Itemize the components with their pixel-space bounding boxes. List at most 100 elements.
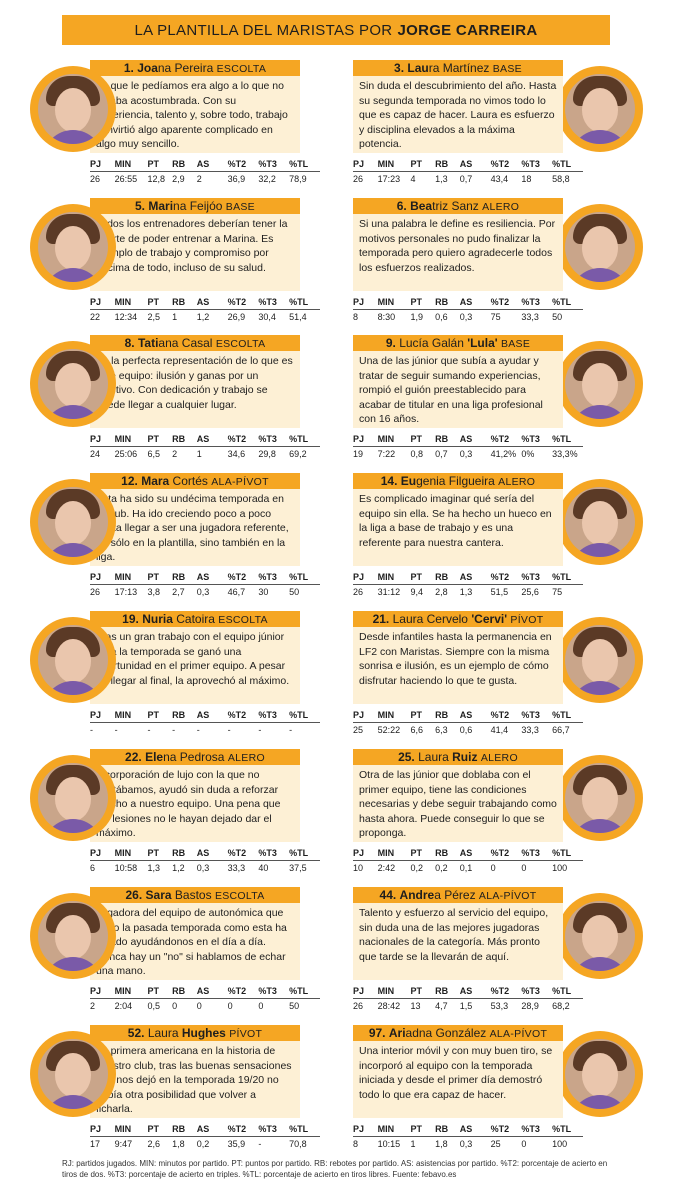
stat-header: AS: [459, 983, 491, 999]
player-photo: [30, 479, 116, 565]
stat-value: 28:42: [377, 1001, 401, 1011]
stat-header: PJ: [353, 983, 378, 999]
stat-value: 0,3: [459, 312, 473, 322]
player-name-rest: Laura: [418, 750, 453, 764]
player-description: Jugadora del equipo de autonómica que ta…: [90, 903, 300, 980]
player-card: 52. Laura Hughes PÍVOT La primera america…: [30, 1025, 320, 1153]
stat-header: AS: [196, 845, 228, 861]
stat-value: 6: [90, 863, 96, 873]
stat-value: 2:04: [114, 1001, 133, 1011]
player-photo: [557, 617, 643, 703]
player-first-name: Andre: [399, 888, 435, 902]
stat-value: 2,9: [172, 174, 185, 184]
player-number: 25.: [398, 750, 415, 764]
stat-value: 17: [90, 1139, 101, 1149]
stat-header: %TL: [552, 294, 583, 310]
stat-header: PJ: [353, 1121, 378, 1137]
stat-header: AS: [459, 431, 491, 447]
stat-value: 26:55: [114, 174, 138, 184]
stat-value: 0,3: [196, 863, 210, 873]
stat-value: -: [172, 725, 176, 735]
stat-header: MIN: [377, 707, 411, 723]
stat-value: 0: [521, 1139, 527, 1149]
stat-header: PJ: [353, 845, 378, 861]
stat-header: %TL: [552, 431, 583, 447]
player-number: 14.: [380, 474, 398, 488]
player-stats-table: PJ MIN PT RB AS %T2 %T3 %TL 25 52:22 6,6 6,3 0,6 41,4…: [353, 707, 583, 737]
player-number: 5.: [135, 199, 146, 213]
player-photo: [30, 893, 116, 979]
stat-header: MIN: [114, 569, 148, 585]
stat-value: 0,5: [147, 1001, 160, 1011]
stat-header: PT: [147, 1121, 173, 1137]
stat-value: 25:06: [114, 449, 138, 459]
player-photo: [557, 204, 643, 290]
stat-value: 2: [196, 174, 202, 184]
stat-value: 0: [196, 1001, 202, 1011]
player-name-rest: ana Casal: [158, 336, 213, 350]
player-stats-table: PJ MIN PT RB AS %T2 %T3 %TL 19 7:22 0,8 0,7 0,3 41,2%…: [353, 431, 583, 461]
stat-value: 0,1: [459, 863, 473, 873]
stat-value: 18: [521, 174, 532, 184]
stat-value: 100: [552, 863, 568, 873]
player-number: 6.: [396, 199, 407, 213]
player-position: BASE: [492, 63, 522, 75]
player-position: ESCOLTA: [215, 338, 266, 350]
stat-value: 0: [172, 1001, 178, 1011]
stat-value: 52:22: [377, 725, 401, 735]
footer-legend: RJ: partidos jugados. MIN: minutos por p…: [62, 1159, 608, 1179]
stat-header: MIN: [377, 294, 411, 310]
player-position: ESCOLTA: [214, 890, 265, 902]
stat-value: 1,3: [435, 174, 448, 184]
player-photo: [557, 1031, 643, 1117]
stat-value: 50: [289, 587, 300, 597]
player-name-header: 6. Beatriz Sanz ALERO: [353, 198, 563, 214]
player-name-header: 44. Andrea Pérez ALA-PÍVOT: [353, 887, 563, 903]
stat-header: %T3: [521, 569, 553, 585]
stat-value: 53,3: [490, 1001, 509, 1011]
stat-header: RB: [172, 707, 197, 723]
player-number: 19.: [122, 612, 139, 626]
stat-header: %T3: [258, 294, 290, 310]
player-first-name: Eu: [400, 474, 417, 488]
player-name-rest: genia Filgueira: [416, 474, 495, 488]
stat-value: -: [196, 725, 200, 735]
stat-header: %T2: [227, 569, 259, 585]
stat-header: AS: [459, 845, 491, 861]
stat-header: %T2: [490, 569, 522, 585]
stat-value: 78,9: [289, 174, 307, 184]
stat-value: 2,6: [147, 1139, 160, 1149]
stat-header: PJ: [90, 1121, 115, 1137]
stat-header: AS: [196, 431, 228, 447]
stat-header: %T3: [521, 431, 553, 447]
player-first-name: Sara: [145, 888, 172, 902]
stat-value: 36,9: [227, 174, 246, 184]
stat-value: -: [289, 725, 293, 735]
player-first-name: Lau: [407, 61, 429, 75]
stat-header: %TL: [552, 1121, 583, 1137]
player-first-name: Bea: [410, 199, 433, 213]
player-description: Esta ha sido su undécima temporada en el…: [90, 489, 300, 566]
stat-value: 41,4: [490, 725, 509, 735]
stat-header: RB: [435, 156, 460, 172]
player-first-name: Joa: [137, 61, 158, 75]
stat-header: %T3: [258, 431, 290, 447]
player-name-rest: na Feijóo: [173, 199, 223, 213]
player-stats-table: PJ MIN PT RB AS %T2 %T3 %TL 26 26:55 12,8 2,9 2 36,9 3…: [90, 156, 320, 186]
stat-header: %T3: [521, 1121, 553, 1137]
page-title: LA PLANTILLA DEL MARISTAS POR JORGE CARRE…: [134, 21, 538, 39]
stat-header: PJ: [353, 294, 378, 310]
stat-value: 3,8: [147, 587, 160, 597]
stat-header: AS: [459, 156, 491, 172]
stat-header: %T3: [258, 569, 290, 585]
stat-header: %TL: [552, 156, 583, 172]
stat-header: PT: [410, 983, 436, 999]
stat-header: RB: [435, 845, 460, 861]
stat-value: 8: [353, 1139, 359, 1149]
stat-value: 33,3: [227, 863, 246, 873]
player-stats-table: PJ MIN PT RB AS %T2 %T3 %TL 24 25:06 6,5 2 1 34,6 29,8…: [90, 431, 320, 461]
stat-value: 58,8: [552, 174, 570, 184]
stat-value: 51,5: [490, 587, 509, 597]
player-nickname: 'Lula': [467, 336, 498, 350]
stat-header: %TL: [552, 707, 583, 723]
